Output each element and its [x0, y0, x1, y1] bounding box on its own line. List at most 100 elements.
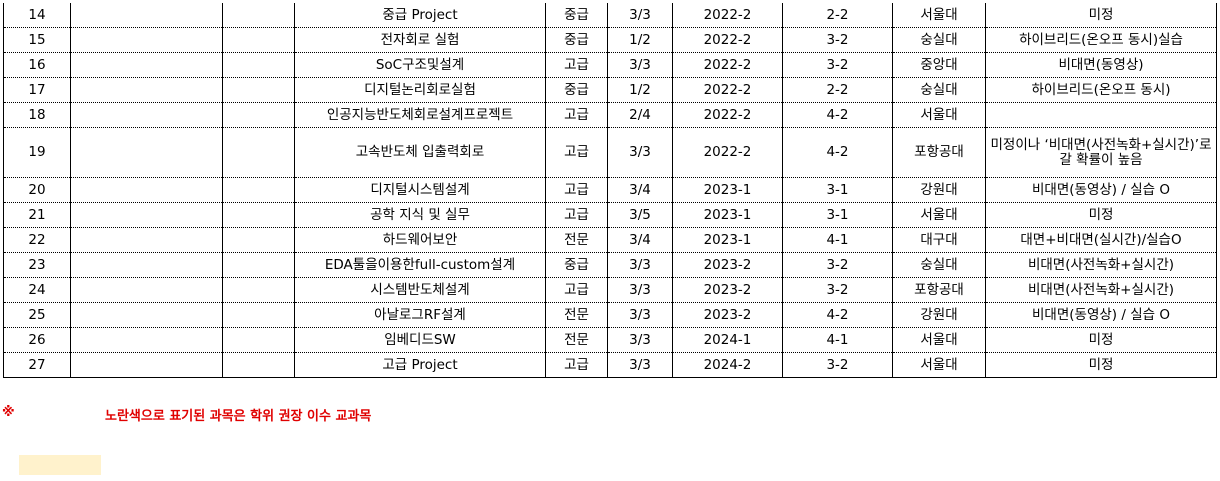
cell-empty: [70, 3, 223, 28]
cell-univ: 숭실대: [892, 27, 986, 53]
cell-no: 15: [3, 27, 71, 53]
cell-no: 25: [3, 302, 71, 328]
cell-level: 고급: [545, 52, 608, 78]
cell-empty: [70, 327, 223, 353]
table-row: 17 디지털논리회로실험 중급 1/2 2022-2 2-2 숭실대 하이브리드(온오프 동시…: [3, 77, 1217, 103]
cell-name: 공학 지식 및 실무: [294, 202, 546, 228]
cell-empty: [70, 177, 223, 203]
yellow-highlight-swatch: [19, 455, 101, 475]
cell-no: 20: [3, 177, 71, 203]
cell-univ: 서울대: [892, 327, 986, 353]
cell-credit: 3/3: [607, 252, 673, 278]
cell-credit: 3/5: [607, 202, 673, 228]
table-row: 22 하드웨어보안 전문 3/4 2023-1 4-1 대구대 대면+비대면(실시간)/실습O: [3, 227, 1217, 253]
cell-level: 고급: [545, 202, 608, 228]
cell-credit: 3/4: [607, 177, 673, 203]
cell-empty: [70, 227, 223, 253]
cell-credit: 2/4: [607, 102, 673, 128]
cell-credit: 3/3: [607, 327, 673, 353]
cell-empty: [70, 27, 223, 53]
cell-mode: 하이브리드(온오프 동시): [985, 77, 1217, 103]
cell-level: 전문: [545, 302, 608, 328]
cell-univ: 서울대: [892, 352, 986, 378]
cell-semester: 2022-2: [672, 102, 783, 128]
cell-grade: 3-2: [782, 252, 893, 278]
cell-empty: [222, 202, 295, 228]
table-row: 19 고속반도체 입출력회로 고급 3/3 2022-2 4-2 포항공대 미정이나 ‘비대면…: [3, 127, 1217, 178]
cell-univ: 중앙대: [892, 52, 986, 78]
cell-no: 26: [3, 327, 71, 353]
cell-no: 19: [3, 127, 71, 178]
table-row: 26 임베디드SW 전문 3/3 2024-1 4-1 서울대 미정: [3, 327, 1217, 353]
cell-credit: 3/3: [607, 52, 673, 78]
cell-empty: [70, 52, 223, 78]
table-row: 27 고급 Project 고급 3/3 2024-2 3-2 서울대 미정: [3, 352, 1217, 378]
cell-grade: 3-2: [782, 352, 893, 378]
cell-credit: 3/3: [607, 352, 673, 378]
cell-name: EDA툴을이용한full-custom설계: [294, 252, 546, 278]
cell-univ: 서울대: [892, 3, 986, 28]
table-row: 25 아날로그RF설계 전문 3/3 2023-2 4-2 강원대 비대면(동영상) / 실습…: [3, 302, 1217, 328]
cell-empty: [222, 3, 295, 28]
cell-grade: 4-2: [782, 127, 893, 178]
cell-level: 중급: [545, 252, 608, 278]
cell-univ: 포항공대: [892, 127, 986, 178]
cell-name: 시스템반도체설계: [294, 277, 546, 303]
cell-level: 중급: [545, 27, 608, 53]
cell-mode: 비대면(동영상): [985, 52, 1217, 78]
legend-note: ※ 노란색으로 표기된 과목은 학위 권장 이수 교과목: [2, 405, 371, 424]
cell-semester: 2023-1: [672, 202, 783, 228]
table-row: 24 시스템반도체설계 고급 3/3 2023-2 3-2 포항공대 비대면(사전녹화+실시간…: [3, 277, 1217, 303]
cell-credit: 3/4: [607, 227, 673, 253]
cell-empty: [222, 102, 295, 128]
cell-level: 전문: [545, 327, 608, 353]
cell-empty: [222, 302, 295, 328]
cell-semester: 2023-1: [672, 177, 783, 203]
cell-empty: [70, 202, 223, 228]
table-row: 16 SoC구조및설계 고급 3/3 2022-2 3-2 중앙대 비대면(동영상): [3, 52, 1217, 78]
cell-level: 고급: [545, 277, 608, 303]
cell-grade: 3-2: [782, 52, 893, 78]
cell-empty: [222, 252, 295, 278]
cell-mode: 대면+비대면(실시간)/실습O: [985, 227, 1217, 253]
cell-mode: 하이브리드(온오프 동시)실습: [985, 27, 1217, 53]
cell-level: 고급: [545, 102, 608, 128]
cell-univ: 숭실대: [892, 252, 986, 278]
cell-empty: [222, 127, 295, 178]
cell-univ: 포항공대: [892, 277, 986, 303]
cell-semester: 2023-1: [672, 227, 783, 253]
cell-grade: 3-2: [782, 27, 893, 53]
note-mark: ※: [2, 405, 15, 420]
cell-empty: [222, 227, 295, 253]
cell-semester: 2022-2: [672, 77, 783, 103]
cell-empty: [70, 102, 223, 128]
cell-semester: 2024-2: [672, 352, 783, 378]
cell-credit: 3/3: [607, 302, 673, 328]
cell-univ: 서울대: [892, 102, 986, 128]
table-row: 14 중급 Project 중급 3/3 2022-2 2-2 서울대 미정: [3, 3, 1217, 28]
cell-no: 16: [3, 52, 71, 78]
cell-semester: 2024-1: [672, 327, 783, 353]
cell-mode: 비대면(사전녹화+실시간): [985, 252, 1217, 278]
cell-grade: 4-1: [782, 227, 893, 253]
cell-credit: 3/3: [607, 3, 673, 28]
cell-level: 고급: [545, 127, 608, 178]
cell-semester: 2022-2: [672, 27, 783, 53]
table-row: 23 EDA툴을이용한full-custom설계 중급 3/3 2023-2 3-2 숭실대…: [3, 252, 1217, 278]
cell-semester: 2023-2: [672, 277, 783, 303]
cell-empty: [70, 352, 223, 378]
cell-empty: [70, 77, 223, 103]
cell-mode: 비대면(동영상) / 실습 O: [985, 302, 1217, 328]
cell-semester: 2022-2: [672, 52, 783, 78]
cell-name: 고급 Project: [294, 352, 546, 378]
cell-no: 21: [3, 202, 71, 228]
cell-mode: 미정: [985, 3, 1217, 28]
cell-grade: 2-2: [782, 77, 893, 103]
cell-mode: [985, 102, 1217, 128]
cell-semester: 2023-2: [672, 252, 783, 278]
cell-name: 인공지능반도체회로설계프로젝트: [294, 102, 546, 128]
cell-name: 중급 Project: [294, 3, 546, 28]
cell-no: 17: [3, 77, 71, 103]
cell-empty: [70, 302, 223, 328]
cell-grade: 3-2: [782, 277, 893, 303]
